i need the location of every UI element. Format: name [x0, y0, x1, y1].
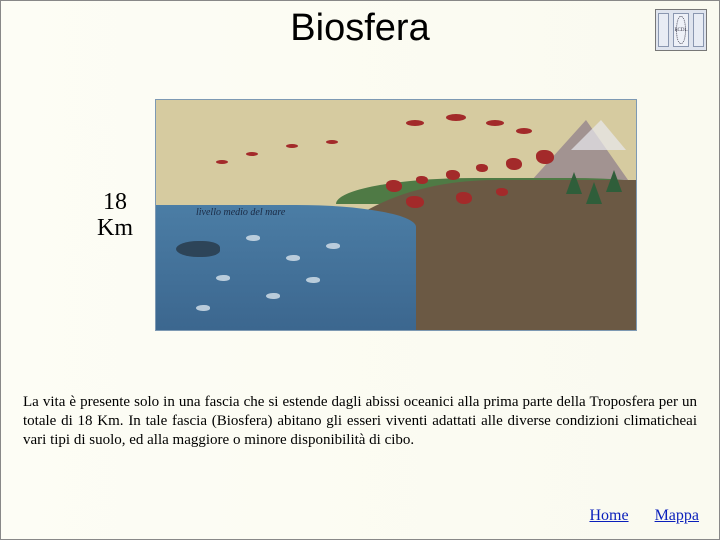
- tree-icon: [586, 182, 602, 204]
- animal-icon: [446, 170, 460, 180]
- tree-icon: [606, 170, 622, 192]
- logo-left-pane: [658, 13, 669, 47]
- bird-icon: [216, 160, 228, 164]
- thickness-value: 18: [103, 189, 127, 215]
- page-title: Biosfera: [1, 7, 719, 50]
- bird-icon: [446, 114, 466, 121]
- bird-icon: [286, 144, 298, 148]
- slide: ECDL Biosfera 18 Km livello medio del ma…: [0, 0, 720, 540]
- logo-right-pane: [693, 13, 704, 47]
- animal-icon: [476, 164, 488, 172]
- mountain-snow-icon: [571, 120, 626, 150]
- nav-links: Home Mappa: [567, 507, 699, 525]
- map-link[interactable]: Mappa: [655, 507, 699, 524]
- animal-icon: [496, 188, 508, 196]
- sea-level-label: livello medio del mare: [196, 207, 285, 218]
- description-paragraph: La vita è presente solo in una fascia ch…: [23, 393, 697, 449]
- thickness-label: 18 Km: [83, 189, 147, 242]
- fish-icon: [286, 255, 300, 261]
- fish-icon: [326, 243, 340, 249]
- fish-icon: [216, 275, 230, 281]
- ecdl-logo: ECDL: [655, 9, 707, 51]
- eu-stars-icon: [676, 16, 685, 44]
- content-row: 18 Km livello medio del mare: [1, 99, 719, 331]
- animal-icon: [406, 196, 424, 208]
- bird-icon: [486, 120, 504, 126]
- bird-icon: [246, 152, 258, 156]
- fish-icon: [266, 293, 280, 299]
- home-link[interactable]: Home: [589, 507, 628, 524]
- biosphere-illustration: livello medio del mare: [155, 99, 637, 331]
- bird-icon: [516, 128, 532, 134]
- animal-icon: [506, 158, 522, 170]
- animal-icon: [416, 176, 428, 184]
- whale-icon: [176, 241, 220, 257]
- animal-icon: [456, 192, 472, 204]
- animal-icon: [386, 180, 402, 192]
- water-layer: livello medio del mare: [156, 205, 416, 331]
- fish-icon: [246, 235, 260, 241]
- fish-icon: [196, 305, 210, 311]
- animal-icon: [536, 150, 554, 164]
- bird-icon: [406, 120, 424, 126]
- bird-icon: [326, 140, 338, 144]
- tree-icon: [566, 172, 582, 194]
- logo-center-pane: ECDL: [673, 13, 688, 47]
- thickness-unit: Km: [97, 215, 133, 241]
- fish-icon: [306, 277, 320, 283]
